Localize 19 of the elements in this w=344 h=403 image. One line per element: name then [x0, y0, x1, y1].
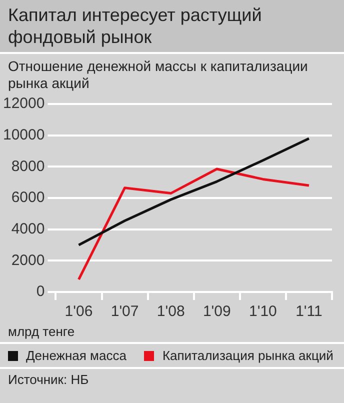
y-tick-label: 8000: [11, 158, 45, 175]
y-tick-label: 10000: [2, 126, 45, 144]
legend-label: Денежная масса: [26, 348, 126, 363]
x-tick-label: 1'08: [156, 303, 185, 320]
text: млрд тенге: [7, 324, 76, 341]
y-tick-label: 12000: [2, 95, 45, 112]
x-tick-label: 1'11: [296, 303, 322, 320]
legend-label: Капитализация рынка акций: [162, 348, 334, 363]
x-tick-label: 1'07: [110, 303, 139, 320]
y-tick-label: 2000: [11, 252, 45, 269]
chart-title: Капитал интересует растущий фондовый рынок: [0, 0, 344, 54]
x-tick-label: 1'10: [248, 303, 277, 320]
x-tick-label: 1'06: [64, 303, 93, 320]
y-tick-label: 0: [36, 283, 45, 300]
x-tick-label: 1'09: [202, 303, 231, 320]
text: Источник: НБ: [7, 371, 90, 389]
y-tick-label: 6000: [11, 189, 45, 206]
chart-subtitle: Отношение денежной массы к капитализации рынка акций: [7, 57, 309, 92]
y-tick-label: 4000: [11, 220, 45, 238]
